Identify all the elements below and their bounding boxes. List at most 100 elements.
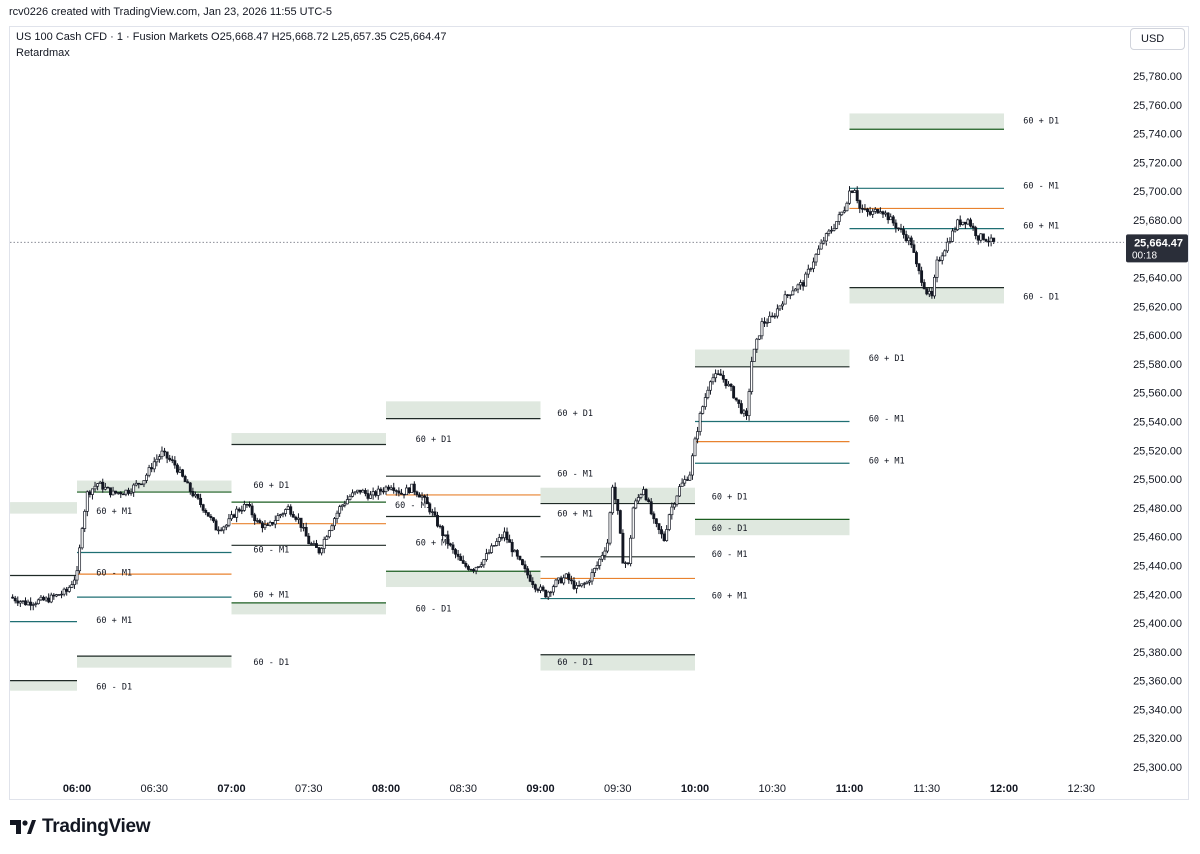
candle — [896, 227, 900, 232]
level-annotation: 60 - M1 — [869, 415, 905, 425]
candle — [824, 232, 828, 246]
candle — [60, 590, 64, 599]
candle-body — [232, 514, 236, 518]
candle — [464, 561, 468, 569]
candle-body — [693, 438, 697, 457]
x-tick-label: 08:30 — [449, 783, 477, 795]
candle-body — [389, 487, 393, 490]
candle-body — [639, 494, 643, 498]
level-annotation: 60 - D1 — [96, 682, 132, 692]
candle — [278, 513, 282, 519]
candle-body — [585, 581, 589, 584]
candle — [62, 587, 66, 597]
candle-body — [773, 315, 777, 318]
level-zone — [695, 349, 850, 367]
candle-body — [927, 290, 931, 295]
candle-body — [237, 508, 241, 512]
candle — [621, 529, 625, 564]
candle — [286, 504, 290, 511]
candle — [101, 478, 105, 493]
candle-body — [175, 464, 179, 473]
candle — [96, 482, 100, 491]
x-tick-label: 12:30 — [1067, 783, 1095, 795]
candle — [572, 577, 576, 590]
candle — [598, 558, 602, 570]
candle-body — [163, 450, 166, 453]
candle-body — [503, 531, 506, 539]
currency-button[interactable]: USD — [1130, 28, 1185, 50]
candle — [325, 534, 329, 540]
candle — [127, 487, 130, 496]
candle-body — [145, 474, 148, 481]
candle-body — [103, 486, 107, 490]
candle — [340, 503, 344, 511]
candle — [479, 561, 483, 568]
candle — [72, 576, 76, 589]
candle-body — [466, 566, 470, 570]
candle — [693, 436, 697, 457]
candle — [469, 568, 473, 571]
symbol-legend[interactable]: US 100 Cash CFD · 1 · Fusion Markets O25… — [16, 31, 447, 43]
candle — [701, 405, 705, 415]
candle-body — [268, 522, 272, 526]
indicator-legend[interactable]: Retardmax — [16, 47, 70, 59]
candle — [811, 257, 815, 273]
candle-body — [945, 241, 949, 252]
candle — [42, 595, 45, 601]
candle — [706, 386, 710, 400]
y-tick-label: 25,600.00 — [1133, 330, 1182, 342]
candle-body — [667, 514, 671, 530]
candle-body — [863, 208, 867, 211]
level-annotation: 60 + D1 — [416, 435, 452, 445]
tradingview-logo[interactable]: TradingView — [10, 816, 151, 838]
level-annotation: 60 - M1 — [712, 550, 748, 560]
candle-body — [147, 467, 151, 476]
candle-body — [961, 221, 965, 225]
level-zone — [77, 480, 232, 493]
candle-body — [920, 270, 924, 283]
candle — [528, 571, 532, 583]
candle — [683, 475, 687, 487]
candle — [232, 513, 236, 519]
candle — [11, 594, 15, 599]
candle-body — [127, 489, 130, 494]
candle — [227, 513, 231, 528]
candle-body — [260, 522, 264, 529]
candle — [36, 598, 40, 605]
candle-body — [683, 479, 687, 484]
level-annotation: 60 - M1 — [395, 501, 431, 511]
candle — [734, 397, 738, 402]
candle — [778, 305, 782, 311]
candle — [714, 369, 718, 383]
y-tick-label: 25,560.00 — [1133, 388, 1182, 400]
candle — [327, 529, 331, 539]
candle — [451, 542, 455, 554]
candle — [544, 589, 548, 598]
candle — [711, 373, 715, 385]
candle-body — [835, 221, 839, 229]
candle — [531, 577, 535, 589]
candle — [685, 476, 689, 482]
candle-body — [855, 190, 859, 201]
candle — [400, 488, 403, 495]
candle-body — [157, 456, 161, 460]
candle-body — [624, 562, 627, 564]
candle-body — [940, 255, 944, 261]
candle — [940, 252, 944, 265]
candle — [848, 186, 851, 205]
candle — [732, 385, 736, 399]
candle — [276, 512, 280, 521]
candle — [268, 520, 272, 527]
candle-body — [438, 525, 442, 528]
level-annotation: 60 + M1 — [253, 590, 289, 600]
candle-body — [224, 524, 228, 528]
candle — [698, 411, 702, 436]
candle — [490, 543, 494, 554]
candle-body — [814, 253, 818, 263]
level-zone — [386, 571, 541, 588]
candle-body — [984, 239, 988, 242]
candle-body — [587, 580, 591, 583]
candle-body — [199, 497, 203, 505]
candle-body — [222, 526, 226, 531]
